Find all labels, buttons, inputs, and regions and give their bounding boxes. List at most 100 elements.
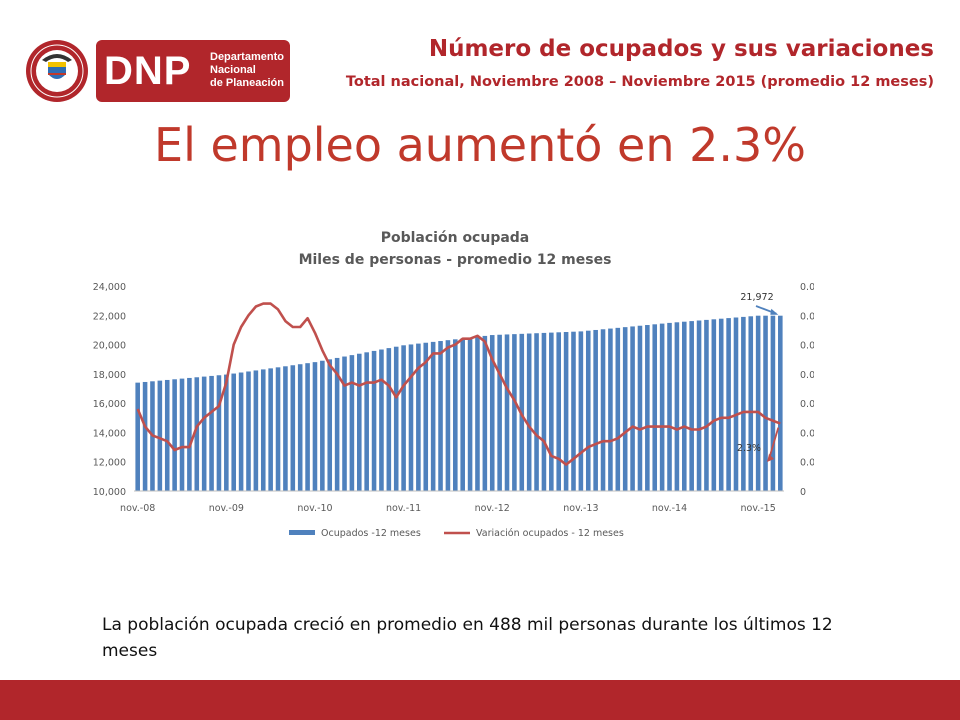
bar <box>224 374 229 491</box>
bar <box>726 318 731 491</box>
bar <box>312 362 318 491</box>
right-tick-label: 0.02 <box>800 428 814 439</box>
bar <box>733 317 739 491</box>
bar <box>689 321 694 491</box>
bar <box>622 327 628 491</box>
logo-sub-line: Nacional <box>210 64 256 76</box>
bar <box>541 332 547 491</box>
x-tick-label: nov.-11 <box>386 503 421 514</box>
bar <box>645 325 650 491</box>
x-tick-label: nov.-15 <box>741 503 776 514</box>
x-tick-label: nov.-08 <box>120 503 155 514</box>
left-tick-label: 18,000 <box>93 370 126 381</box>
line-series <box>136 302 781 466</box>
bar <box>578 331 584 491</box>
bar <box>253 370 259 491</box>
bar <box>386 348 392 491</box>
bar <box>778 315 783 491</box>
bar <box>608 328 613 491</box>
x-tick-label: nov.-12 <box>475 503 510 514</box>
bar <box>526 333 532 491</box>
x-tick-label: nov.-13 <box>563 503 598 514</box>
bar <box>179 378 185 491</box>
bar <box>356 353 362 491</box>
bar <box>755 315 761 491</box>
bar <box>475 336 480 491</box>
logo-sub-line: de Planeación <box>210 77 284 89</box>
bar <box>283 366 288 491</box>
bar <box>216 375 222 491</box>
left-tick-label: 14,000 <box>93 428 126 439</box>
bar <box>209 375 214 491</box>
legend-bar-swatch <box>289 530 315 535</box>
dnp-logo: DNP Departamento Nacional de Planeación <box>24 38 290 104</box>
bar <box>482 335 488 491</box>
bar <box>334 357 340 491</box>
dnp-logo-text: DNP <box>104 49 192 93</box>
bar <box>187 377 192 491</box>
arrowhead-icon <box>767 454 774 462</box>
annotations: 21,972 2.3% <box>737 292 780 462</box>
bar <box>763 315 768 491</box>
left-tick-label: 20,000 <box>93 341 126 352</box>
bar <box>512 334 517 491</box>
bar <box>379 349 384 491</box>
bar <box>416 343 421 491</box>
bar <box>637 325 643 491</box>
x-tick-label: nov.-14 <box>652 503 687 514</box>
right-axis: 0 0.01 0.02 0.03 0.04 0.05 0.06 0.07 <box>800 282 814 498</box>
x-axis: nov.-08 nov.-09 nov.-10 nov.-11 nov.-12 nov.-… <box>120 503 776 514</box>
dnp-logo-subtitle: Departamento Nacional de Planeación <box>210 51 284 90</box>
right-tick-label: 0.04 <box>800 370 814 381</box>
left-tick-label: 24,000 <box>93 282 126 293</box>
bar <box>696 320 702 491</box>
left-tick-label: 22,000 <box>93 311 126 322</box>
bar <box>667 322 672 491</box>
slide-subtitle: Total nacional, Noviembre 2008 – Noviemb… <box>345 74 934 90</box>
bar <box>467 337 473 491</box>
bar-series <box>135 315 783 491</box>
bar <box>135 382 140 491</box>
bar <box>164 379 170 491</box>
bar <box>445 340 451 491</box>
right-tick-label: 0.05 <box>800 341 814 352</box>
bar <box>453 339 458 491</box>
bar <box>556 332 562 491</box>
bar <box>290 365 296 491</box>
bar <box>770 315 776 491</box>
bar <box>593 329 598 491</box>
left-tick-label: 12,000 <box>93 458 126 469</box>
bar <box>674 322 680 491</box>
bar <box>615 327 621 491</box>
bar <box>659 323 665 491</box>
bar <box>504 334 510 491</box>
bar <box>718 318 724 491</box>
bar <box>460 338 465 491</box>
bar <box>652 324 658 491</box>
bar <box>268 368 273 491</box>
x-tick-label: nov.-10 <box>297 503 332 514</box>
bar <box>157 380 163 491</box>
logo-sub-line: Departamento <box>210 51 284 63</box>
bar <box>497 334 502 491</box>
bar <box>320 360 325 491</box>
bar <box>408 344 414 491</box>
bar <box>260 369 266 491</box>
left-tick-label: 10,000 <box>93 487 126 498</box>
bar <box>342 356 347 491</box>
bar <box>430 341 436 491</box>
x-tick-label: nov.-09 <box>209 503 244 514</box>
colombia-seal-icon <box>26 40 88 102</box>
bar <box>630 326 635 491</box>
arrowhead-icon <box>770 308 779 315</box>
bar <box>238 372 244 491</box>
chart-title: Población ocupada <box>381 230 530 246</box>
bar <box>364 352 369 491</box>
bar <box>142 381 148 491</box>
bar <box>600 329 606 491</box>
bar <box>246 371 251 491</box>
left-axis: 10,000 12,000 14,000 16,000 18,000 20,000 22,0… <box>93 282 126 498</box>
bar <box>423 342 429 491</box>
right-tick-label: 0.06 <box>800 311 814 322</box>
bar <box>305 363 310 491</box>
